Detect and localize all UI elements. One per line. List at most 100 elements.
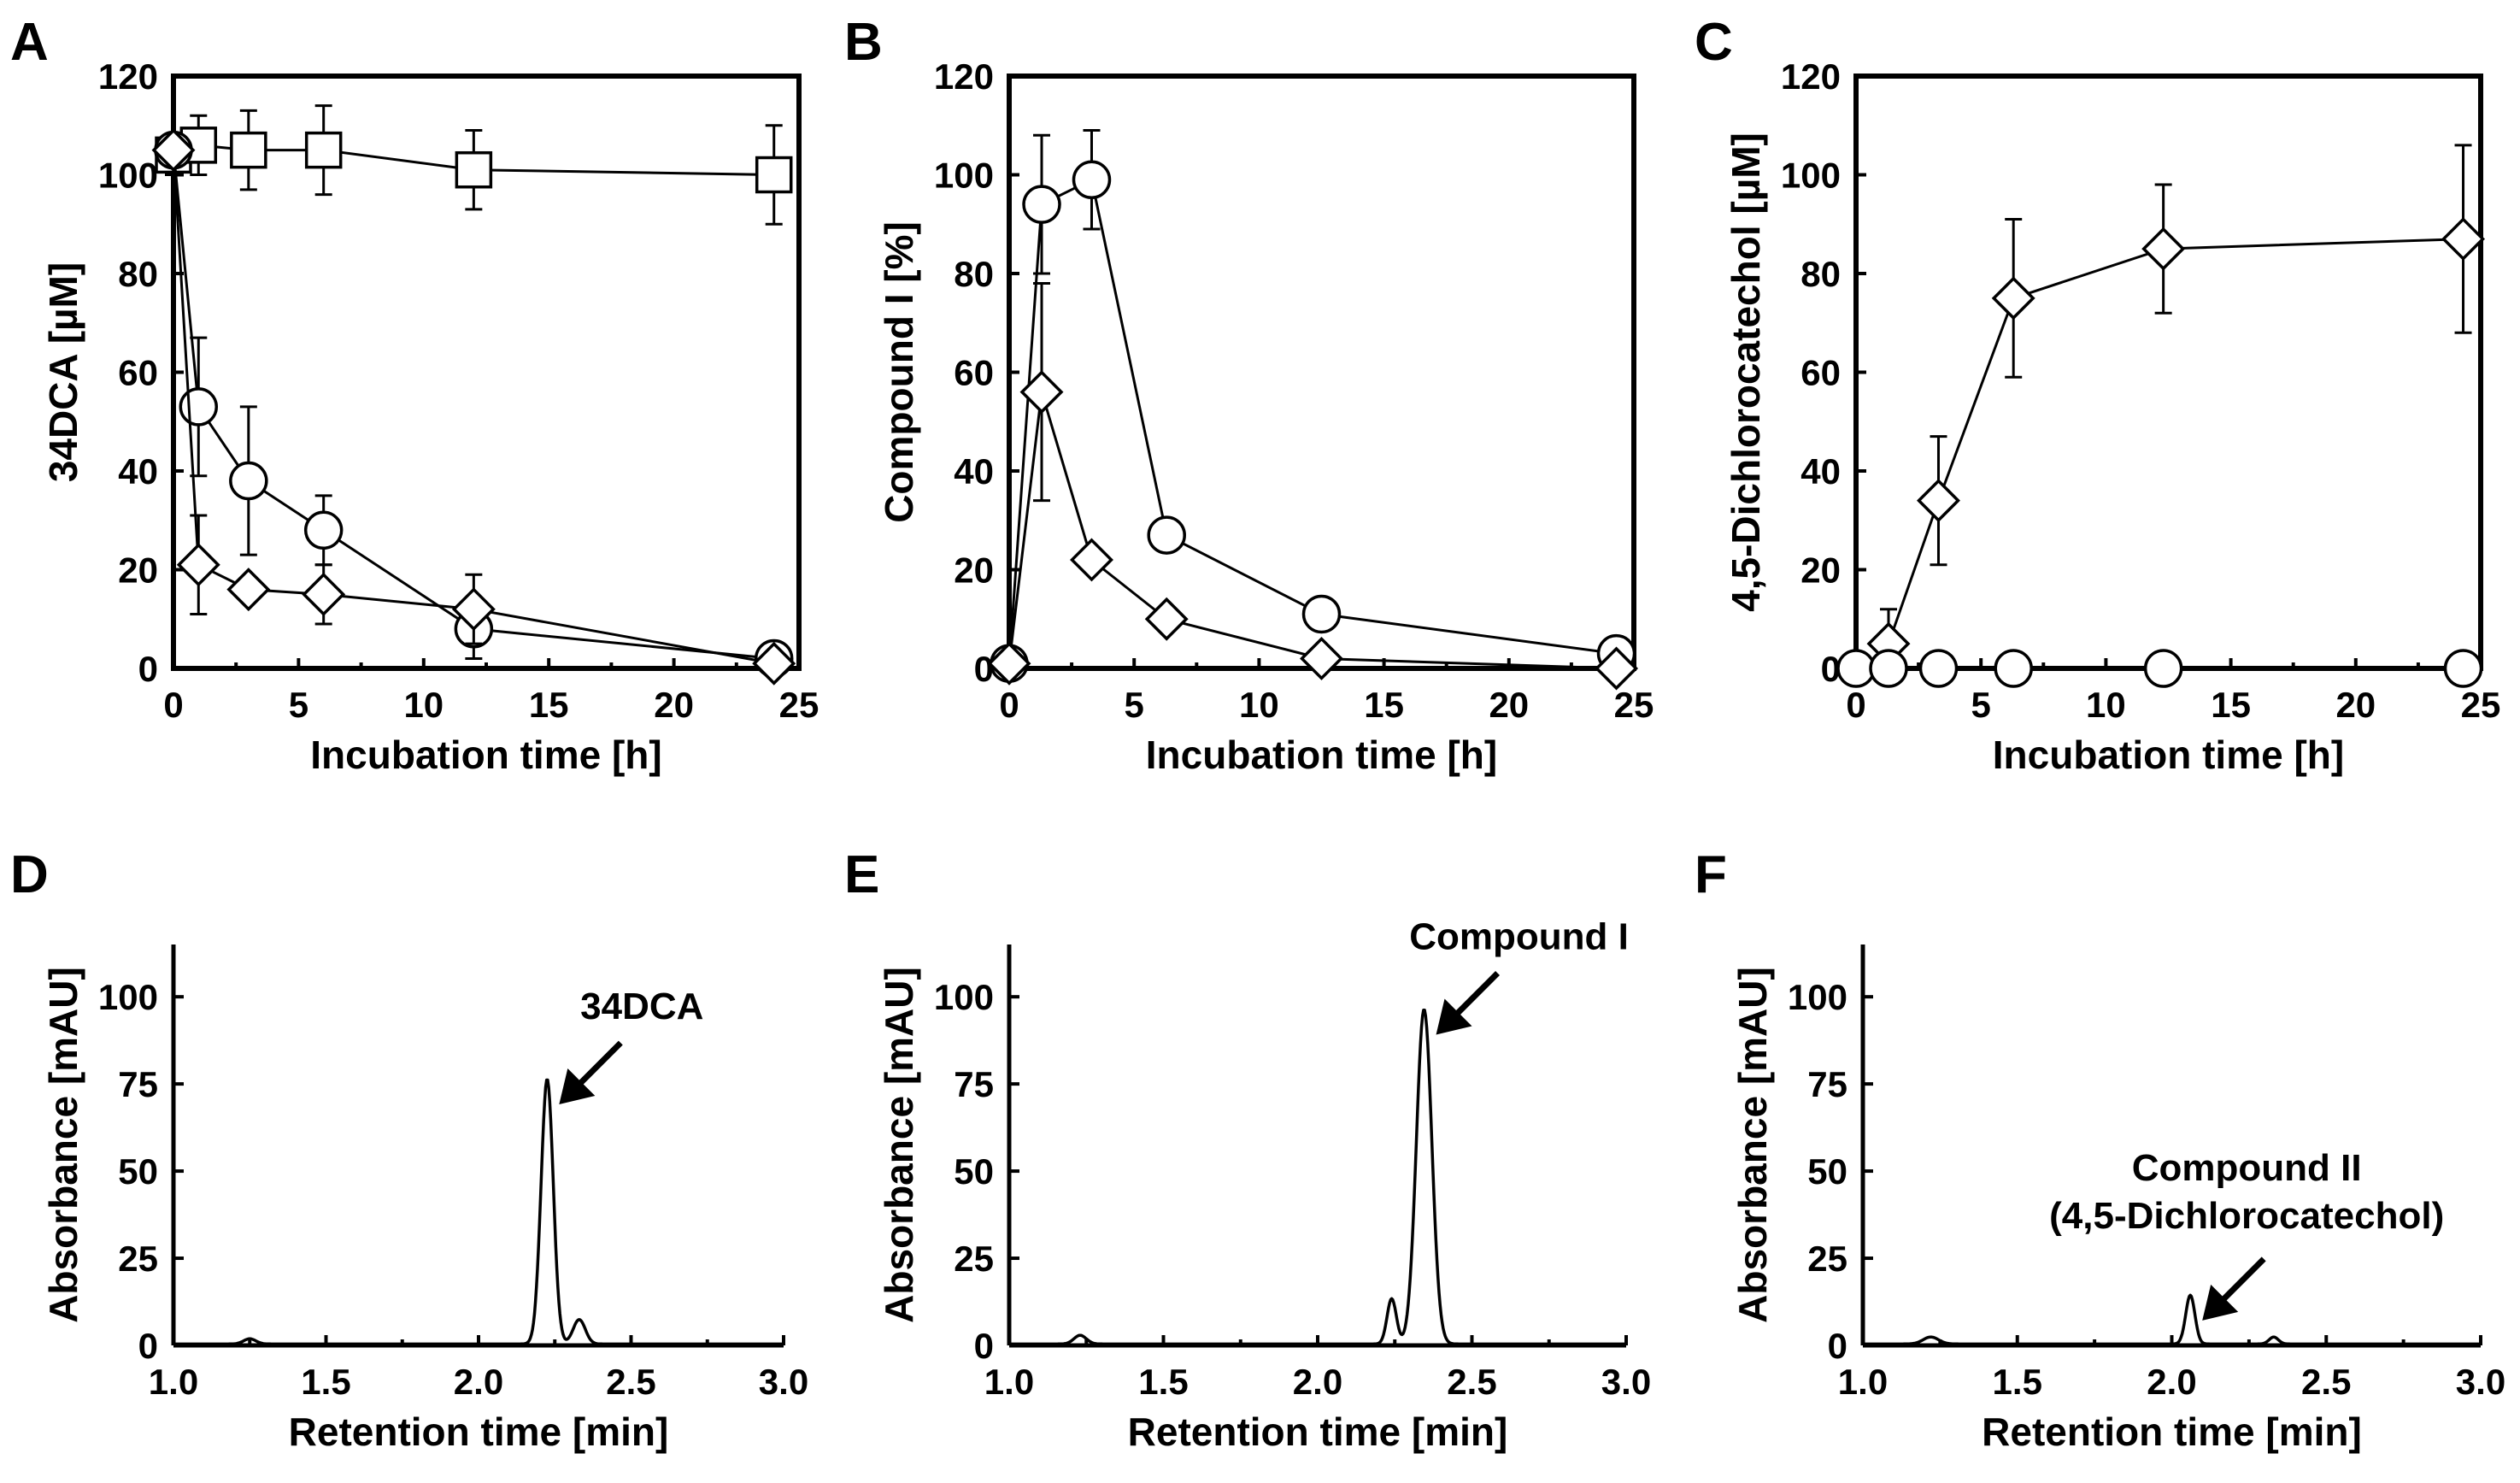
x-axis-label: Retention time [min] — [289, 1409, 669, 1454]
x-tick-label: 5 — [1125, 685, 1144, 725]
y-tick-label: 40 — [118, 451, 158, 491]
y-tick-label: 80 — [1800, 254, 1841, 294]
y-tick-label: 100 — [934, 156, 994, 196]
arrow-head — [2202, 1284, 2239, 1321]
circle-marker — [2443, 649, 2483, 688]
y-tick-label: 40 — [954, 451, 994, 491]
x-tick-label: 2.5 — [1447, 1362, 1496, 1402]
x-tick-label: 25 — [779, 685, 819, 725]
circle-marker — [2143, 649, 2183, 688]
series-line — [1007, 178, 1617, 664]
y-tick-label: 25 — [1807, 1239, 1847, 1279]
circle-marker — [229, 461, 268, 501]
x-tick-label: 10 — [2086, 685, 2126, 725]
x-tick-label: 1.0 — [149, 1362, 198, 1402]
y-axis-label: 34DCA [µM] — [41, 262, 85, 482]
panel-a: A 0 20 40 60 80 100 120 0 5 10 15 20 25 Incubation tim… — [10, 13, 819, 777]
y-tick-label: 25 — [954, 1239, 994, 1279]
diamond-marker — [176, 543, 220, 587]
diamond-marker — [1595, 646, 1639, 691]
chromatogram-trace — [1008, 1008, 1627, 1346]
x-tick-label: 5 — [289, 685, 308, 725]
chromatogram-trace — [1862, 1293, 2482, 1346]
square-marker — [455, 150, 493, 189]
diamond-marker — [1991, 276, 2035, 321]
x-tick-label: 2.0 — [454, 1362, 503, 1402]
y-tick-label: 100 — [1788, 977, 1847, 1017]
x-tick-label: 25 — [2461, 685, 2501, 725]
x-axis-label: Incubation time [h] — [1146, 733, 1497, 777]
y-tick-label: 60 — [1800, 353, 1841, 393]
panel-e: E 0 25 50 75 100 1.0 1.5 2.0 2.5 3.0 Retention time… — [844, 845, 1651, 1454]
circle-marker — [1301, 594, 1342, 634]
x-tick-label: 0 — [1846, 685, 1865, 725]
x-axis-label: Incubation time [h] — [310, 733, 661, 777]
x-tick-label: 3.0 — [2456, 1362, 2505, 1402]
panel-d: D 0 25 50 75 100 1.0 1.5 2.0 2.5 3.0 Retention time… — [10, 845, 808, 1454]
y-tick-label: 20 — [954, 550, 994, 591]
circle-marker — [1994, 649, 2033, 688]
panel-letter: F — [1695, 845, 1727, 904]
x-tick-label: 1.5 — [1993, 1362, 2042, 1402]
panel-f: F 0 25 50 75 100 1.0 1.5 2.0 2.5 3.0 Retention time… — [1695, 845, 2505, 1454]
series-circle — [990, 129, 1636, 683]
x-tick-label: 20 — [1489, 685, 1529, 725]
series-diamond — [1866, 144, 2486, 670]
y-tick-label: 120 — [98, 56, 158, 97]
circle-marker — [1918, 649, 1959, 688]
x-tick-label: 1.5 — [1138, 1362, 1188, 1402]
y-tick-label: 20 — [1800, 550, 1841, 591]
diamond-marker — [2141, 227, 2186, 271]
y-tick-label: 0 — [138, 1326, 158, 1366]
y-axis-label: Absorbance [mAU] — [41, 967, 85, 1323]
panel-c: C 0 20 40 60 80 100 120 0 5 10 15 20 25 Incubation tim… — [1695, 13, 2500, 777]
series-line — [172, 150, 774, 665]
y-tick-label: 0 — [974, 1326, 994, 1366]
series-diamond — [151, 128, 796, 686]
series-square — [155, 104, 793, 226]
panel-letter: A — [10, 13, 49, 72]
y-axis-label: Absorbance [mAU] — [1730, 967, 1775, 1323]
arrow-line — [1453, 971, 1501, 1018]
circle-marker — [1836, 649, 1876, 688]
x-tick-label: 10 — [1239, 685, 1279, 725]
y-tick-label: 80 — [118, 254, 158, 294]
series-diamond — [987, 282, 1639, 691]
x-tick-label: 3.0 — [1601, 1362, 1651, 1402]
y-tick-label: 100 — [98, 977, 158, 1017]
y-tick-label: 75 — [954, 1064, 994, 1104]
x-tick-label: 2.5 — [2301, 1362, 2351, 1402]
x-axis-label: Incubation time [h] — [1993, 733, 2344, 777]
circle-marker — [303, 510, 344, 550]
diamond-marker — [752, 641, 796, 686]
x-tick-label: 1.0 — [984, 1362, 1034, 1402]
diamond-marker — [226, 568, 271, 612]
y-tick-label: 120 — [934, 56, 994, 97]
x-tick-label: 0 — [163, 685, 183, 725]
x-tick-label: 20 — [654, 685, 694, 725]
x-tick-label: 25 — [1614, 685, 1654, 725]
diamond-marker — [1300, 636, 1343, 680]
y-tick-label: 20 — [118, 550, 158, 591]
y-tick-label: 75 — [1807, 1064, 1847, 1104]
y-tick-label: 0 — [138, 649, 158, 689]
y-tick-label: 80 — [954, 254, 994, 294]
y-axis-label: 4,5-Dichlorocatechol [µM] — [1724, 132, 1768, 612]
peak-annotation: 34DCA — [580, 986, 703, 1027]
series-line — [1887, 238, 2464, 644]
circle-marker — [1147, 515, 1186, 555]
x-tick-label: 1.5 — [301, 1362, 350, 1402]
diamond-marker — [1019, 370, 1064, 415]
series-line — [1007, 391, 1617, 670]
peak-annotation: Compound I — [1409, 915, 1629, 957]
square-marker — [230, 131, 267, 169]
x-tick-label: 0 — [999, 685, 1019, 725]
diamond-marker — [1144, 597, 1189, 641]
y-tick-label: 100 — [1781, 156, 1841, 196]
square-marker — [755, 156, 793, 194]
y-tick-label: 0 — [1828, 1326, 1847, 1366]
circle-marker — [1869, 649, 1908, 688]
y-tick-label: 60 — [118, 353, 158, 393]
diamond-marker — [151, 128, 196, 173]
